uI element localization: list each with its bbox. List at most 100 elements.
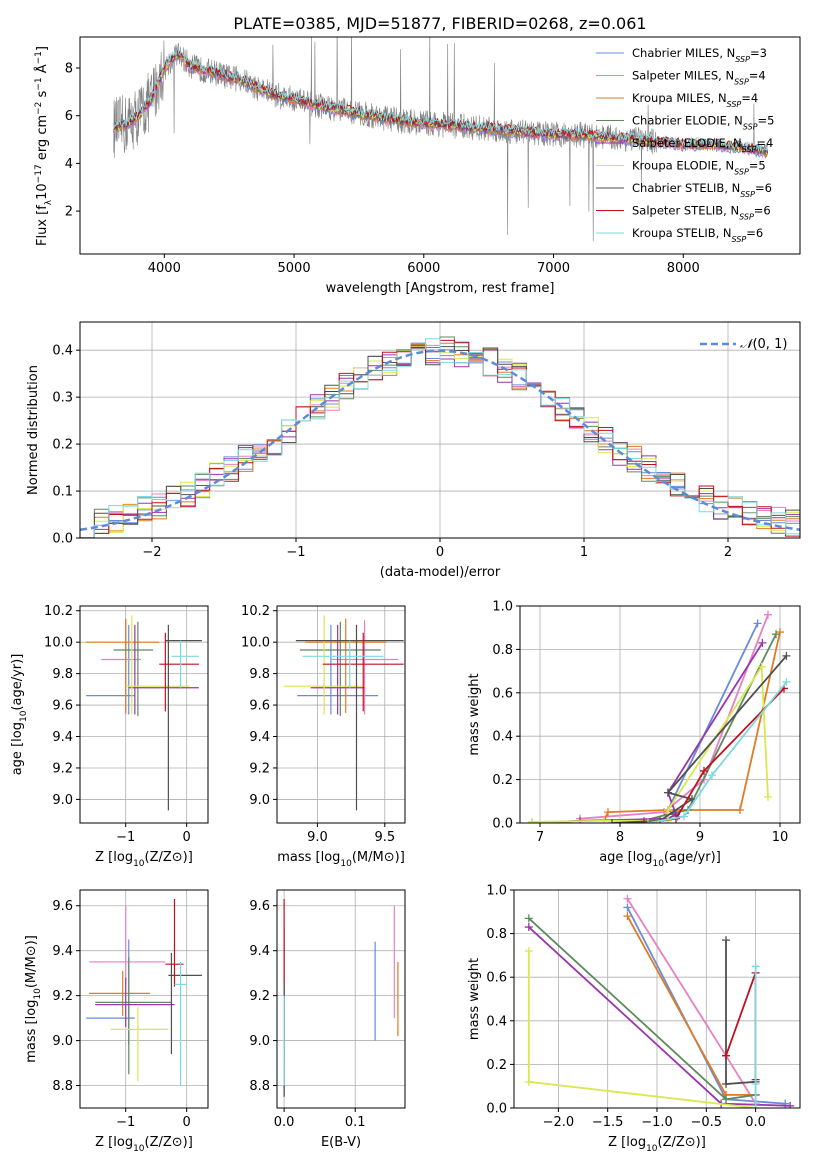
weight-line [647, 681, 788, 823]
x-tick-label: 1 [580, 545, 588, 560]
errorbar-point [86, 618, 160, 713]
x-tick-label: 6000 [407, 261, 440, 276]
errorbar-point [89, 905, 166, 985]
x-tick-label: 9.5 [374, 830, 395, 845]
errorbar-point [89, 970, 151, 1016]
errorbar-point [159, 632, 199, 712]
weight-line [528, 917, 756, 1101]
y-tick-label: 0.4 [492, 730, 513, 745]
plot-area [283, 898, 399, 1097]
x-tick-label: 9.0 [307, 830, 328, 845]
weight-line [527, 951, 756, 1108]
x-tick-label: −1 [116, 830, 135, 845]
weight-marker [751, 1099, 760, 1108]
plot-area [283, 615, 404, 811]
y-tick-label: 8.8 [249, 1079, 270, 1094]
errorbar-point [125, 615, 190, 715]
y-tick-label: 9.4 [249, 730, 270, 745]
y-tick-label: 9.0 [52, 793, 73, 808]
weight-marker [664, 788, 672, 797]
weight-series [644, 677, 791, 823]
weight-series [524, 947, 760, 1108]
axes-frame [79, 36, 801, 255]
x-tick-label: 8000 [667, 261, 700, 276]
x-tick-label: 0 [436, 545, 444, 560]
y-tick-label: 2 [65, 205, 73, 220]
x-tick-label: 2 [724, 545, 732, 560]
figure-title: PLATE=0385, MJD=51877, FIBERID=0268, z=0… [233, 14, 646, 33]
x-axis-label: wavelength [Angstrom, rest frame] [326, 281, 555, 296]
weight-line [531, 642, 764, 823]
errorbar-point [95, 977, 175, 1028]
weight-marker [524, 914, 533, 923]
legend-entry: Salpeter MILES, NSSP=4 [632, 69, 766, 87]
x-axis-label: age [log10(age/yr)] [599, 850, 721, 869]
x-axis-label: E(B-V) [321, 1135, 361, 1150]
weight-series [528, 638, 767, 823]
errorbar-point [330, 620, 399, 715]
y-axis-label: mass weight [467, 958, 482, 1040]
legend-entry: Chabrier ELODIE, NSSP=5 [632, 114, 774, 132]
y-tick-label: 10.2 [44, 604, 73, 619]
y-tick-label: 0.6 [492, 686, 513, 701]
y-tick-label: 0.8 [492, 643, 513, 658]
y-tick-label: 1.0 [486, 884, 507, 899]
y-tick-label: 0.6 [486, 971, 507, 986]
weight-marker [772, 630, 780, 639]
plot-area [113, 37, 769, 242]
x-tick-label: 0 [183, 1115, 191, 1130]
y-axis-label: mass weight [467, 673, 482, 755]
legend-entry: Kroupa ELODIE, NSSP=5 [632, 159, 766, 177]
y-tick-label: 9.2 [249, 761, 270, 776]
y-tick-label: 10.0 [44, 636, 73, 651]
y-tick-label: 0.8 [486, 927, 507, 942]
errorbar-point [174, 961, 187, 1086]
y-axis-label: Normed distribution [26, 365, 41, 495]
weight-marker [608, 819, 616, 823]
panel-spectrum: 4000 5000 6000 7000 8000 2 4 6 8 wavelength [Angs… [34, 36, 801, 296]
weight-marker [722, 1080, 731, 1089]
panel-age_vs_Z: −1 0 9.0 9.2 9.4 9.6 9.8 10.0 10.2 Z [log10(Z/Z⊙)… [10, 604, 209, 869]
axes-frame [79, 889, 209, 1109]
errorbar-point [113, 621, 154, 717]
panel-residuals: −2 −1 0 1 2 0.0 0.1 0.2 0.3 0.4 (data-model)/error… [26, 321, 801, 580]
weight-series [751, 962, 760, 1108]
model-spectrum-line [113, 47, 768, 152]
legend-entry: Salpeter ELODIE, NSSP=4 [632, 136, 773, 154]
y-axis-label: mass [log10(M/M⊙)] [24, 935, 43, 1063]
model-spectrum-line [113, 48, 769, 153]
y-axis-label: Flux [fλ10−17 erg cm−2 s−1 Å−1] [34, 46, 54, 246]
weight-marker [644, 819, 652, 823]
weight-series [722, 968, 760, 1084]
panel-mass_vs_Z: −1 0 8.8 9.0 9.2 9.4 9.6 Z [log10(Z/Z⊙)] mass [l… [24, 889, 209, 1154]
plot-area [86, 898, 202, 1086]
y-tick-label: 6 [65, 109, 73, 124]
weight-series [576, 610, 772, 823]
x-tick-label: −2 [142, 545, 161, 560]
axes-frame [276, 605, 406, 824]
weight-marker [528, 817, 536, 823]
y-tick-label: 1.0 [492, 600, 513, 615]
x-tick-label: 0 [183, 830, 191, 845]
weight-marker [758, 638, 767, 647]
plot-area [528, 610, 791, 823]
y-tick-label: 9.6 [249, 699, 270, 714]
weight-marker [623, 894, 632, 903]
errorbar-point [305, 618, 387, 713]
x-axis-label: Z [log10(Z/Z⊙)] [608, 1135, 706, 1154]
axes-frame [519, 605, 801, 824]
panel-weight_vs_age: 7 8 9 10 0.0 0.2 0.4 0.6 0.8 1.0 age [log10(age/yr… [467, 600, 801, 869]
y-tick-label: 9.8 [249, 667, 270, 682]
y-tick-label: 9.2 [52, 761, 73, 776]
y-tick-label: 8.8 [52, 1079, 73, 1094]
axes-frame [276, 889, 406, 1109]
x-tick-label: −1.5 [592, 1115, 624, 1130]
legend-entry: Chabrier MILES, NSSP=3 [632, 46, 767, 64]
panel-age_vs_mass: 9.0 9.5 9.0 9.2 9.4 9.6 9.8 10.0 10.2 mass [log10… [241, 604, 406, 869]
errorbar-point [86, 624, 135, 715]
weight-marker [680, 812, 688, 821]
x-tick-label: 0.0 [745, 1115, 766, 1130]
errorbar-point [302, 640, 384, 688]
y-tick-label: 9.0 [249, 1034, 270, 1049]
plot-area [80, 336, 800, 538]
